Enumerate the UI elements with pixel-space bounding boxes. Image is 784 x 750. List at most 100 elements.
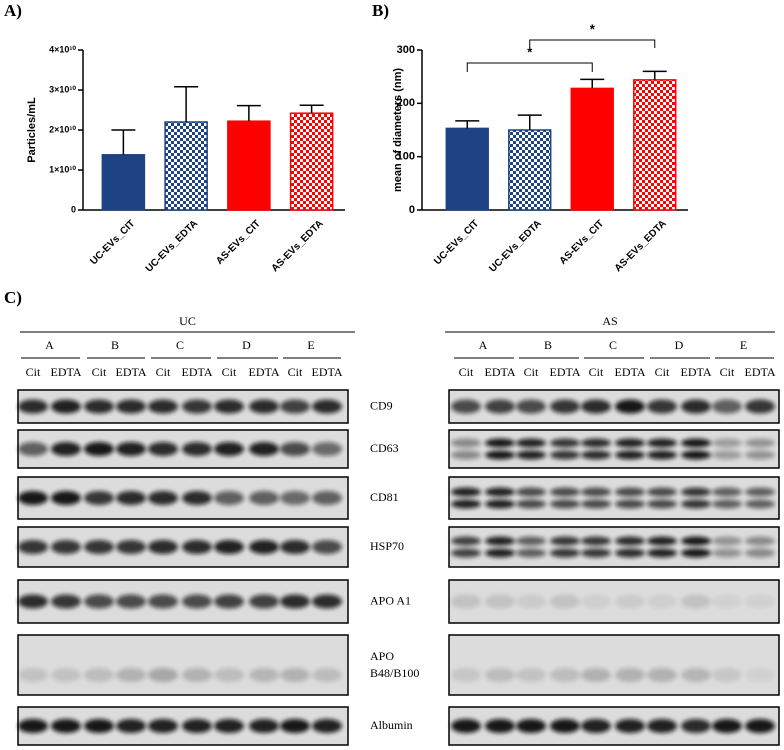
band <box>712 399 742 414</box>
group-label: D <box>675 338 684 352</box>
lane-label: EDTA <box>181 365 212 379</box>
group-label: A <box>45 338 54 352</box>
lane-label: Cit <box>524 365 539 379</box>
band <box>214 491 244 505</box>
band <box>550 450 580 460</box>
error-bar <box>299 104 324 114</box>
band <box>18 491 48 505</box>
error-bar <box>111 129 136 155</box>
band <box>51 399 81 414</box>
x-tick-label: AS-EVs_EDTA <box>270 218 326 274</box>
lane-label: Cit <box>288 365 303 379</box>
blot <box>448 476 780 520</box>
band <box>647 594 677 609</box>
band <box>745 487 775 497</box>
band <box>581 487 611 497</box>
band <box>681 487 711 497</box>
band <box>148 491 178 505</box>
lane-label: Cit <box>156 365 171 379</box>
y-tick-label: 4×10¹⁰ <box>49 44 76 54</box>
band <box>451 450 481 460</box>
band <box>550 438 580 448</box>
band <box>681 548 711 558</box>
lane-label: Cit <box>655 365 670 379</box>
side-title: AS <box>602 314 617 328</box>
y-tick-label: 2×10¹⁰ <box>49 124 76 134</box>
band <box>550 548 580 558</box>
bar <box>633 79 677 211</box>
error-bar <box>580 78 605 89</box>
band <box>681 536 711 546</box>
protein-label: Albumin <box>370 718 413 732</box>
band <box>615 719 645 733</box>
band <box>615 668 645 682</box>
band <box>214 540 244 554</box>
y-tick-label: 0 <box>409 204 415 216</box>
band <box>84 399 114 414</box>
band <box>745 594 775 609</box>
band <box>647 399 677 414</box>
band <box>647 548 677 558</box>
band <box>681 499 711 509</box>
band <box>84 491 114 505</box>
band <box>615 450 645 460</box>
band <box>647 487 677 497</box>
band <box>745 548 775 558</box>
bar <box>570 87 614 211</box>
x-tick-label: UC-EVs_EDTA <box>487 218 543 274</box>
y-tick-label: 100 <box>397 151 415 163</box>
band <box>214 594 244 609</box>
band <box>712 668 742 682</box>
band <box>581 536 611 546</box>
group-label: A <box>479 338 488 352</box>
band <box>182 442 212 456</box>
band <box>745 719 775 733</box>
band <box>182 719 212 733</box>
group-label: C <box>609 338 617 352</box>
band <box>18 399 48 414</box>
band <box>312 399 342 414</box>
y-tick-label: 200 <box>397 97 415 109</box>
y-tick-label: 1×10¹⁰ <box>49 164 76 174</box>
group-label: D <box>242 338 251 352</box>
band <box>214 719 244 733</box>
band <box>745 450 775 460</box>
protein-label: B48/B100 <box>370 666 419 680</box>
y-axis-label: Particles/mL <box>26 97 38 163</box>
band <box>712 438 742 448</box>
band <box>712 548 742 558</box>
band <box>581 450 611 460</box>
band <box>182 491 212 505</box>
protein-label: HSP70 <box>370 539 404 553</box>
band <box>84 668 114 682</box>
band <box>312 491 342 505</box>
band <box>51 668 81 682</box>
side-title: UC <box>179 314 196 328</box>
band <box>647 668 677 682</box>
band <box>681 450 711 460</box>
band <box>451 536 481 546</box>
lane-label: EDTA <box>484 365 515 379</box>
bar <box>164 121 208 211</box>
band <box>148 399 178 414</box>
band <box>51 491 81 505</box>
band <box>485 536 515 546</box>
lane-label: EDTA <box>311 365 342 379</box>
band <box>516 499 546 509</box>
band <box>451 438 481 448</box>
significance-label: * <box>527 44 533 59</box>
lane-label: EDTA <box>50 365 81 379</box>
band <box>249 594 279 609</box>
blot <box>448 526 780 568</box>
band <box>18 540 48 554</box>
band <box>516 719 546 733</box>
band <box>485 668 515 682</box>
y-tick-label: 300 <box>397 44 415 56</box>
blot <box>448 634 780 696</box>
error-bar <box>455 120 480 129</box>
y-tick-label: 3×10¹⁰ <box>49 84 76 94</box>
band <box>116 399 146 414</box>
group-label: B <box>111 338 119 352</box>
band <box>516 536 546 546</box>
